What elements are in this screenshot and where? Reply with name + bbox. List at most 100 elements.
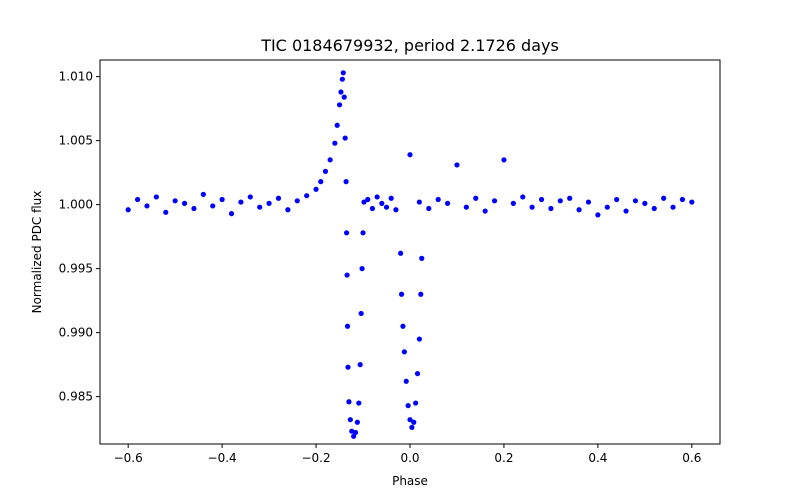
data-point <box>398 291 405 297</box>
x-tick-label: 0.6 <box>682 451 701 465</box>
data-point <box>356 400 362 406</box>
data-point <box>604 204 610 210</box>
data-point <box>181 200 188 206</box>
x-axis-label: Phase <box>392 474 428 488</box>
data-point <box>651 205 657 212</box>
data-point <box>285 207 291 213</box>
data-point <box>191 205 197 212</box>
data-point <box>347 417 353 423</box>
data-point <box>416 199 422 205</box>
x-tick-label: 0.2 <box>494 451 513 465</box>
x-tick-label: 0.4 <box>588 451 607 465</box>
y-tick-label: 0.995 <box>59 262 93 276</box>
data-point <box>463 204 469 210</box>
data-point <box>567 195 573 201</box>
data-point <box>360 230 366 236</box>
data-point <box>342 135 348 141</box>
data-point <box>304 193 310 199</box>
data-point <box>219 196 225 203</box>
y-tick-label: 1.010 <box>59 70 93 84</box>
data-point <box>361 199 367 205</box>
data-point <box>435 196 441 203</box>
data-point <box>576 207 582 213</box>
data-point <box>614 196 620 203</box>
data-point <box>400 323 406 329</box>
y-tick-label: 1.000 <box>59 198 93 212</box>
data-point <box>393 207 399 213</box>
data-point <box>409 424 415 430</box>
data-point <box>444 200 451 206</box>
y-tick-label: 0.985 <box>59 390 93 404</box>
data-point <box>595 212 601 218</box>
data-point <box>339 76 345 82</box>
data-point <box>228 211 235 217</box>
data-point <box>501 157 507 163</box>
data-point <box>294 198 300 204</box>
data-point <box>344 272 350 278</box>
data-point <box>343 230 350 236</box>
data-point <box>125 207 131 213</box>
y-tick-label: 0.990 <box>59 326 93 340</box>
data-point <box>336 102 343 108</box>
data-point <box>482 208 488 214</box>
y-axis-label: Normalized PDC flux <box>30 191 44 314</box>
data-point <box>358 310 364 317</box>
data-point <box>379 200 385 206</box>
data-point <box>318 179 324 185</box>
data-point <box>354 419 360 425</box>
data-point <box>388 195 394 201</box>
data-point <box>661 195 667 201</box>
data-point <box>365 196 371 203</box>
data-point <box>210 203 216 209</box>
data-point <box>172 198 178 204</box>
x-axis: −0.6 −0.4 −0.2 0.0 0.2 0.4 0.6 <box>114 444 701 465</box>
data-point <box>538 196 545 203</box>
data-point <box>623 208 629 214</box>
data-point <box>411 419 417 425</box>
data-point <box>679 196 686 203</box>
x-tick-label: −0.2 <box>301 451 330 465</box>
data-point <box>419 255 425 261</box>
data-point <box>351 433 357 439</box>
data-point <box>454 162 460 168</box>
scatter-points <box>125 70 695 439</box>
y-axis: 0.985 0.990 0.995 1.000 1.005 1.010 <box>59 70 100 404</box>
data-point <box>346 399 352 405</box>
chart-title: TIC 0184679932, period 2.1726 days <box>260 36 559 55</box>
data-point <box>341 94 347 100</box>
data-point <box>529 204 535 210</box>
data-point <box>548 205 554 212</box>
data-point <box>343 179 349 185</box>
data-point <box>340 70 346 76</box>
data-point <box>418 291 424 297</box>
data-point <box>416 336 422 342</box>
data-point <box>670 204 676 210</box>
data-point <box>510 200 516 206</box>
data-point <box>632 198 639 204</box>
data-point <box>344 323 351 329</box>
data-point <box>398 250 404 256</box>
data-point <box>491 198 498 204</box>
x-tick-label: 0.0 <box>400 451 419 465</box>
data-point <box>327 157 333 163</box>
data-point <box>407 417 413 423</box>
data-point <box>689 199 695 205</box>
data-point <box>200 191 206 197</box>
y-tick-label: 1.005 <box>59 134 93 148</box>
data-point <box>144 203 150 209</box>
data-point <box>642 200 648 206</box>
data-point <box>334 122 340 128</box>
data-point <box>414 371 421 377</box>
x-tick-label: −0.4 <box>208 451 237 465</box>
data-point <box>322 168 329 174</box>
data-point <box>413 400 419 406</box>
data-point <box>557 198 563 204</box>
data-point <box>383 204 390 210</box>
data-point <box>401 349 407 355</box>
data-point <box>585 199 592 205</box>
data-point <box>374 194 380 200</box>
data-point <box>473 195 479 201</box>
data-point <box>238 199 244 205</box>
data-point <box>257 204 263 210</box>
